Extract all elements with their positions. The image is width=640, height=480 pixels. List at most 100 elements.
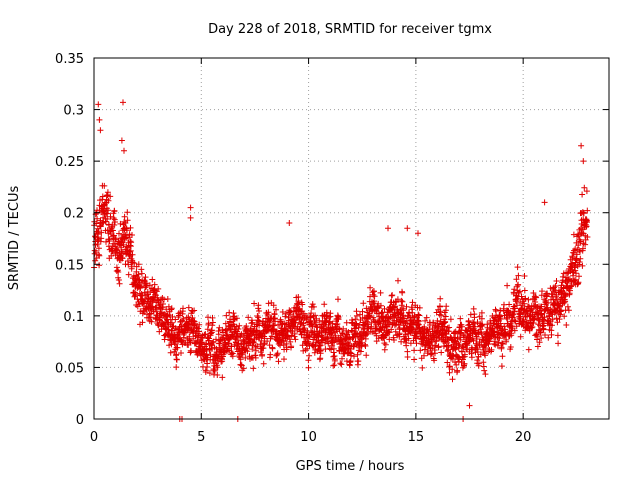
data-point: [478, 309, 485, 316]
data-point: [580, 245, 586, 252]
data-point: [264, 311, 271, 318]
data-point: [146, 311, 153, 318]
data-point: [168, 305, 175, 312]
data-point: [461, 360, 468, 367]
data-point: [423, 314, 430, 321]
data-point: [121, 213, 128, 220]
data-point: [491, 340, 498, 347]
data-point: [135, 261, 142, 268]
data-point: [317, 342, 324, 349]
data-point: [138, 270, 145, 277]
data-point: [143, 280, 150, 287]
data-point: [478, 315, 485, 322]
data-point: [237, 356, 244, 363]
data-point: [116, 280, 123, 287]
data-point: [282, 313, 289, 320]
data-point: [475, 360, 482, 367]
data-point: [124, 209, 131, 216]
data-point: [514, 302, 520, 309]
data-point: [488, 346, 495, 353]
data-point: [436, 311, 443, 318]
data-point: [149, 276, 156, 283]
data-point: [348, 350, 355, 357]
data-point: [584, 207, 591, 214]
data-point: [118, 248, 125, 255]
data-point: [517, 333, 524, 340]
data-point: [478, 330, 485, 337]
data-point: [236, 322, 243, 329]
data-point: [286, 311, 293, 318]
data-point: [416, 304, 423, 311]
data-point: [191, 307, 198, 314]
data-point: [110, 215, 117, 222]
data-point: [250, 340, 257, 346]
data-point: [209, 339, 216, 346]
data-point: [392, 328, 399, 335]
data-point: [305, 364, 312, 371]
data-point: [135, 276, 142, 283]
data-point: [563, 322, 570, 328]
data-point: [435, 344, 442, 351]
data-point: [275, 358, 282, 365]
data-point: [129, 251, 136, 258]
data-point: [368, 323, 375, 330]
data-point: [185, 304, 192, 311]
x-tick-label: 20: [515, 430, 532, 445]
data-point: [389, 292, 396, 299]
data-point: [278, 337, 284, 344]
data-point: [568, 282, 575, 289]
data-point: [224, 327, 231, 334]
data-point: [381, 305, 388, 312]
data-point: [315, 338, 322, 345]
data-point: [95, 101, 102, 108]
data-point: [132, 291, 139, 298]
data-point: [529, 324, 536, 330]
data-point: [135, 271, 142, 278]
data-point: [473, 336, 480, 342]
data-point: [105, 197, 112, 204]
data-point: [125, 271, 132, 278]
data-point: [538, 303, 545, 310]
data-point: [528, 324, 535, 331]
data-point: [577, 248, 583, 255]
data-point: [553, 315, 560, 322]
data-point: [173, 356, 180, 363]
data-point: [103, 238, 109, 245]
data-point: [354, 351, 361, 358]
data-point: [359, 308, 366, 315]
data-point: [180, 316, 187, 322]
data-point: [545, 299, 552, 306]
data-point: [131, 260, 138, 267]
data-point: [583, 224, 589, 230]
data-point: [112, 235, 119, 242]
data-point: [97, 127, 104, 134]
data-point: [112, 219, 118, 225]
x-axis-label: GPS time / hours: [296, 459, 405, 474]
data-point: [347, 358, 354, 364]
data-point: [195, 325, 202, 332]
data-point: [536, 339, 543, 346]
data-point: [501, 301, 507, 308]
data-point: [496, 335, 503, 342]
data-point: [168, 306, 175, 313]
data-point: [318, 333, 325, 339]
data-point: [441, 338, 448, 345]
data-point: [366, 313, 373, 320]
data-point: [538, 335, 545, 342]
data-point: [121, 147, 127, 154]
data-point: [556, 303, 563, 310]
data-point: [111, 222, 118, 228]
data-point: [552, 283, 559, 289]
data-point: [281, 356, 287, 363]
data-point: [346, 349, 353, 356]
data-point: [300, 320, 307, 327]
data-point: [265, 309, 272, 316]
data-point: [219, 374, 226, 381]
data-point: [235, 326, 242, 332]
data-point: [398, 338, 405, 345]
data-point: [579, 191, 586, 198]
data-point: [288, 332, 295, 339]
data-point: [445, 342, 452, 349]
data-point: [562, 298, 569, 305]
data-point: [522, 295, 529, 302]
